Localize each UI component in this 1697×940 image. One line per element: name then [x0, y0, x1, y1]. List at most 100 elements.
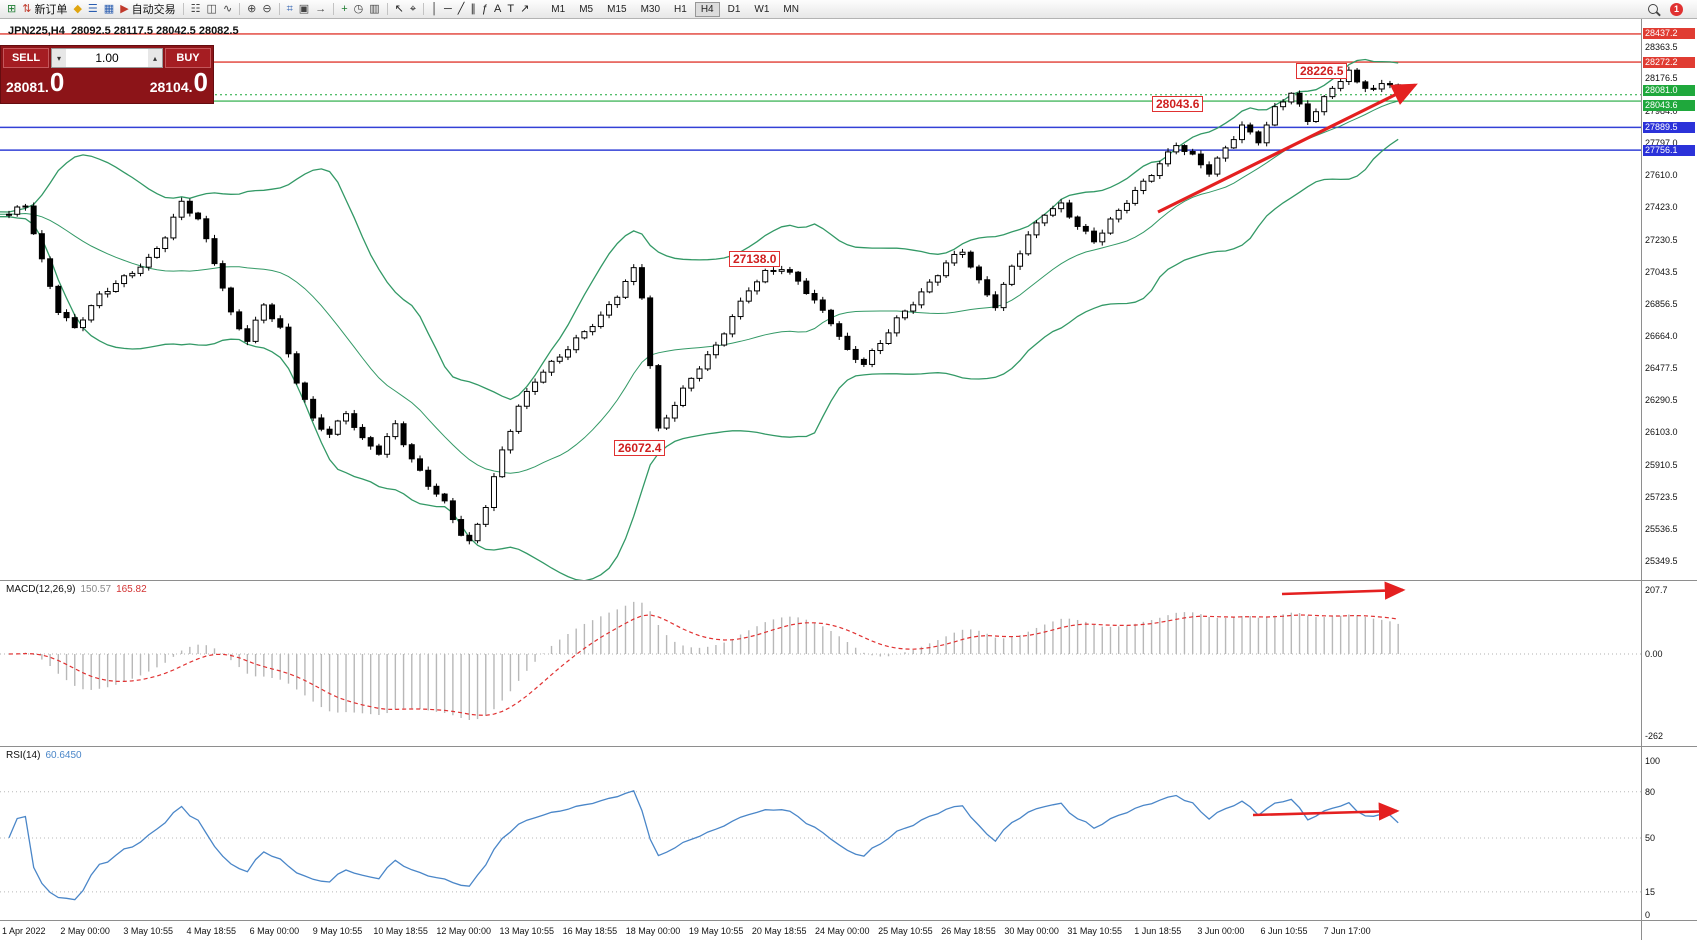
price-annotation[interactable]: 27138.0 — [729, 251, 781, 267]
toolbar-right: 1 — [1648, 2, 1693, 16]
search-icon[interactable] — [1648, 4, 1658, 14]
time-label: 4 May 18:55 — [186, 926, 237, 936]
macd-axis-label: 207.7 — [1645, 585, 1668, 595]
timeframe-d1-button[interactable]: D1 — [727, 3, 741, 15]
auto-trading-button[interactable]: ▶ 自动交易 — [117, 1, 178, 18]
toolbar-button-groups: ⊞ ⇅ 新订单 ◆ ☰ ▦ ▶ 自动交易 ☷ ◫ ∿ ⊕ ⊖ ⌗ ▣ → + ◷ ▥ ↖ ⌖ │ ─ ╱ ∥ ƒ A T ↗ — [4, 1, 532, 18]
zoom-in-icon: ⊕ — [247, 2, 257, 15]
autoscroll-button[interactable]: → — [312, 1, 329, 18]
line-chart-icon: ∿ — [222, 2, 233, 15]
trendline-button[interactable]: ╱ — [455, 1, 468, 18]
rsi-value: 60.6450 — [45, 750, 82, 761]
bar-chart-icon: ☷ — [190, 2, 201, 15]
horizontal-line-icon: ─ — [443, 2, 452, 15]
volume-decrease-button[interactable]: ▾ — [52, 49, 66, 67]
time-label: 1 Apr 2022 — [2, 926, 46, 936]
periods-button[interactable]: ◷ — [351, 1, 367, 18]
time-label: 3 Jun 00:00 — [1197, 926, 1245, 936]
price-tick: 25349.5 — [1645, 555, 1678, 566]
buy-price-small: 28104. — [149, 79, 193, 95]
timeframe-m5-button[interactable]: M5 — [579, 3, 594, 15]
symbol-ohlc-line: JPN225,H4 28092.5 28117.5 28042.5 28082.… — [8, 25, 239, 37]
rsi-plot — [0, 790, 1641, 901]
rsi-axis-label: 80 — [1645, 787, 1656, 797]
trend-arrows — [1157, 83, 1418, 821]
sell-button[interactable]: SELL — [3, 48, 49, 68]
toolbar-separator — [386, 3, 388, 15]
price-badge: 28081.0 — [1643, 85, 1695, 97]
time-label: 16 May 18:55 — [562, 926, 618, 936]
time-label: 1 Jun 18:55 — [1134, 926, 1182, 936]
zoom-in-button[interactable]: ⊕ — [244, 1, 259, 18]
text-label-button[interactable]: T — [504, 1, 517, 18]
timeframe-m15-button[interactable]: M15 — [607, 3, 627, 15]
toolbar-separator — [239, 3, 241, 15]
macd-main-value: 150.57 — [80, 584, 112, 595]
timeframe-h4-button[interactable]: H4 — [694, 1, 720, 17]
tile-windows-button[interactable]: ▣ — [296, 1, 312, 18]
support-resistance-lines — [0, 33, 1641, 151]
trend-arrow[interactable] — [1281, 581, 1406, 600]
timeframe-w1-button[interactable]: W1 — [754, 3, 770, 15]
notification-badge[interactable]: 1 — [1670, 2, 1683, 16]
time-label: 9 May 10:55 — [312, 926, 363, 936]
price-annotation[interactable]: 26072.4 — [614, 440, 666, 456]
candlestick-chart-icon: ◫ — [206, 2, 217, 15]
timeframe-m1-button[interactable]: M1 — [551, 3, 566, 15]
trend-arrow[interactable] — [1157, 83, 1418, 214]
grid-button[interactable]: ⌗ — [284, 1, 296, 18]
price-badge: 28437.2 — [1643, 28, 1695, 40]
new-order-icon: ⇅ — [22, 2, 32, 15]
candlestick-chart-button[interactable]: ◫ — [204, 1, 220, 18]
text-button[interactable]: A — [491, 1, 504, 18]
time-label: 13 May 10:55 — [499, 926, 555, 936]
toolbar-separator — [423, 3, 425, 15]
rsi-axis-label: 50 — [1645, 833, 1656, 843]
time-label: 19 May 10:55 — [688, 926, 744, 936]
vertical-line-icon: │ — [431, 2, 438, 15]
trend-arrow[interactable] — [1252, 802, 1400, 821]
trendline-icon: ╱ — [457, 2, 465, 15]
horizontal-line-button[interactable]: ─ — [441, 1, 455, 18]
data-window-button[interactable]: ▦ — [101, 1, 117, 18]
timeframe-mn-button[interactable]: MN — [783, 3, 799, 15]
toolbar: ⊞ ⇅ 新订单 ◆ ☰ ▦ ▶ 自动交易 ☷ ◫ ∿ ⊕ ⊖ ⌗ ▣ → + ◷ ▥ ↖ ⌖ │ ─ ╱ ∥ ƒ A T ↗ M1 M5 M… — [0, 0, 1697, 19]
timeframe-m30-button[interactable]: M30 — [640, 3, 661, 15]
fibonacci-icon: ƒ — [481, 2, 488, 15]
cursor-button[interactable]: ↖ — [392, 1, 407, 18]
buy-button[interactable]: BUY — [165, 48, 211, 68]
price-badge: 28272.2 — [1643, 56, 1695, 68]
metaeditor-button[interactable]: ◆ — [70, 1, 84, 18]
price-tick: 26290.5 — [1645, 395, 1678, 406]
channel-button[interactable]: ∥ — [467, 1, 479, 18]
vertical-line-button[interactable]: │ — [428, 1, 441, 18]
volume-input[interactable] — [66, 49, 148, 67]
bollinger-bands — [0, 58, 1399, 580]
new-order-button[interactable]: ⇅ 新订单 — [19, 1, 70, 18]
market-watch-button[interactable]: ☰ — [85, 1, 101, 18]
volume-increase-button[interactable]: ▴ — [148, 49, 162, 67]
arrows-button[interactable]: ↗ — [517, 1, 532, 18]
time-label: 31 May 10:55 — [1067, 926, 1122, 936]
rsi-title: RSI(14) — [6, 750, 41, 761]
price-annotation[interactable]: 28226.5 — [1296, 63, 1348, 79]
macd-axis-label: -262 — [1645, 731, 1664, 741]
time-label: 6 May 00:00 — [249, 926, 300, 936]
time-label: 3 May 10:55 — [123, 926, 173, 936]
market-watch-icon: ☰ — [87, 2, 98, 15]
price-tick: 26856.5 — [1645, 298, 1678, 309]
new-chart-button[interactable]: ⊞ — [4, 1, 19, 18]
templates-button[interactable]: ▥ — [366, 1, 382, 18]
price-annotation[interactable]: 28043.6 — [1152, 96, 1204, 112]
text-label-icon: T — [507, 2, 515, 15]
bar-chart-button[interactable]: ☷ — [188, 1, 204, 18]
time-label: 30 May 00:00 — [1004, 926, 1059, 936]
indicators-button[interactable]: + — [338, 1, 350, 18]
line-chart-button[interactable]: ∿ — [220, 1, 235, 18]
crosshair-button[interactable]: ⌖ — [407, 1, 419, 18]
fibonacci-button[interactable]: ƒ — [479, 1, 491, 18]
timeframe-h1-button[interactable]: H1 — [674, 3, 687, 15]
zoom-out-button[interactable]: ⊖ — [259, 1, 274, 18]
